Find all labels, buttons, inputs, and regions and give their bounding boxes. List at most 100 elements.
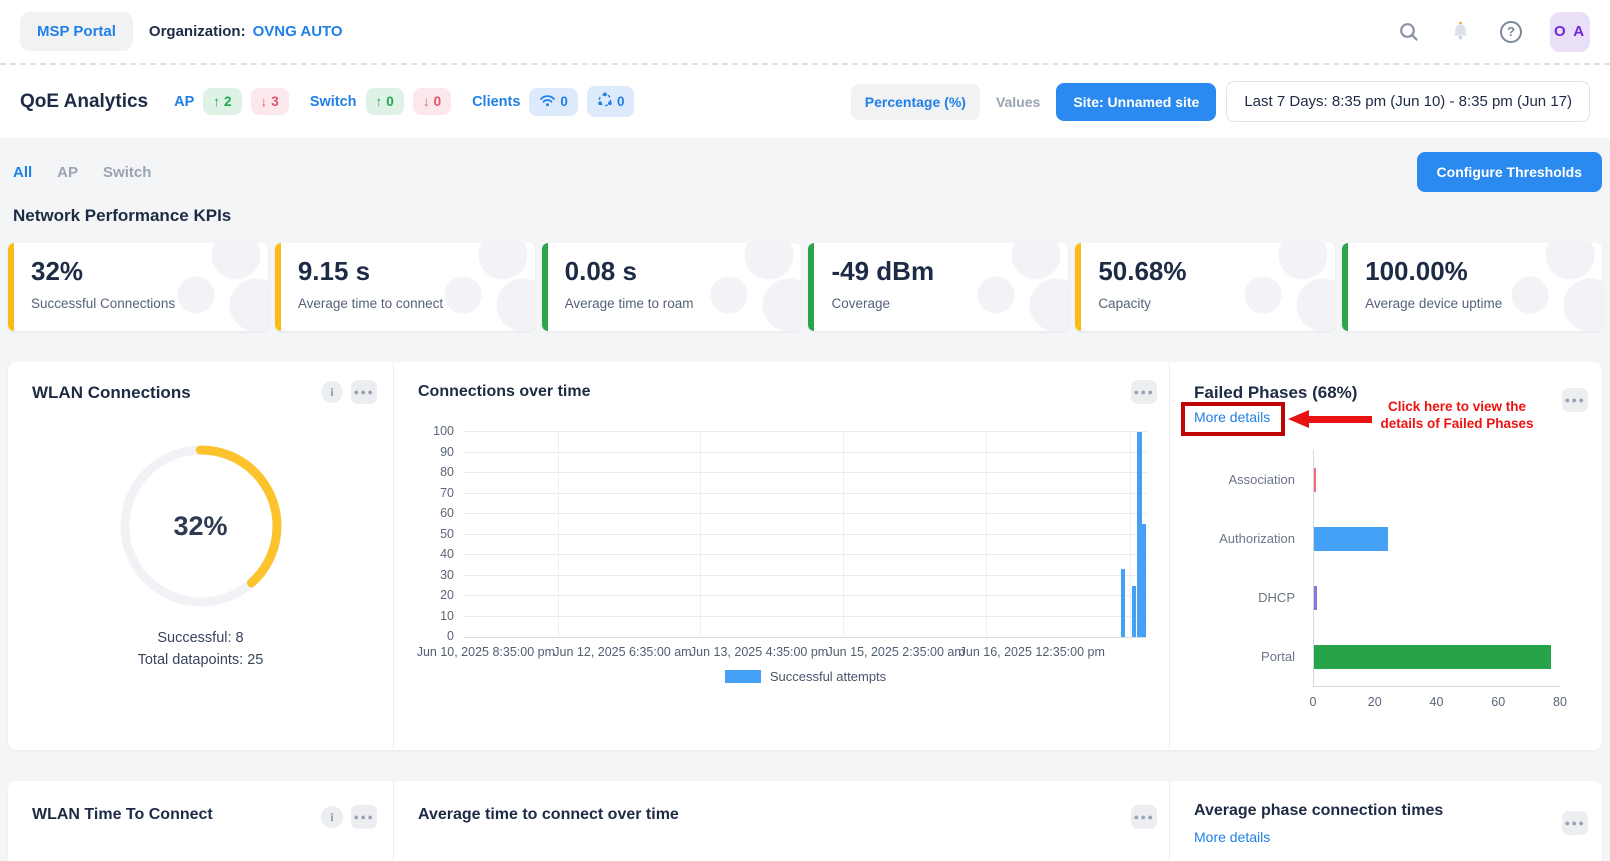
y-tick-label: 30 — [440, 567, 454, 582]
ellipsis-menu-icon[interactable]: ●●● — [1562, 388, 1588, 412]
top-bar: MSP Portal Organization: OVNG AUTO ? O A — [0, 0, 1610, 65]
arrow-up-icon: ↑ — [213, 94, 221, 109]
fp-row-dhcp: DHCP — [1194, 568, 1560, 627]
toolbar-right: Percentage (%) Values Site: Unnamed site… — [850, 81, 1590, 122]
search-icon[interactable] — [1397, 20, 1421, 44]
ap-down-badge[interactable]: ↓ 3 — [250, 88, 289, 115]
switch-label[interactable]: Switch — [309, 93, 357, 110]
ap-up-badge[interactable]: ↑ 2 — [203, 88, 242, 115]
donut-stats: Successful: 8 Total datapoints: 25 — [8, 624, 393, 668]
kpi-accent-bar — [1342, 243, 1349, 331]
fp-category-label: Portal — [1261, 649, 1295, 664]
topbar-actions: ? O A — [1397, 11, 1590, 52]
y-tick-label: 60 — [440, 506, 454, 520]
gridline — [464, 574, 1147, 576]
clients-wifi-badge[interactable]: 0 — [529, 87, 578, 116]
card-actions: i ●●● — [321, 380, 377, 404]
kpi-decoration — [117, 243, 268, 331]
unit-toggle-values[interactable]: Values — [995, 93, 1041, 110]
annotation-highlight-box — [1181, 402, 1285, 436]
card-title: Average phase connection times — [1194, 802, 1444, 819]
fp-rows: Association Authorization DHCP Portal — [1194, 450, 1560, 687]
switch-up-badge[interactable]: ↑ 0 — [365, 88, 404, 115]
organization-name-link[interactable]: OVNG AUTO — [252, 23, 343, 40]
fp-x-tick-label: 80 — [1553, 695, 1567, 709]
fp-row-portal: Portal — [1194, 627, 1560, 686]
organization-label: Organization: — [148, 23, 246, 40]
organization-wrap: Organization: OVNG AUTO — [149, 23, 343, 40]
y-tick-label: 100 — [433, 424, 454, 438]
y-tick-label: 40 — [440, 547, 454, 561]
main-content: All AP Switch Configure Thresholds Netwo… — [0, 151, 1610, 861]
tab-all[interactable]: All — [13, 163, 33, 181]
gridline — [843, 432, 845, 637]
fp-bar-track — [1314, 467, 1560, 492]
arrow-down-icon: ↓ — [422, 94, 430, 109]
kpi-accent-bar — [808, 243, 815, 331]
info-icon[interactable]: i — [321, 381, 343, 403]
kpi-decoration — [384, 243, 535, 331]
kpi-label: Capacity — [1098, 296, 1151, 311]
ellipsis-menu-icon[interactable]: ●●● — [1131, 380, 1157, 404]
y-tick-label: 50 — [440, 526, 454, 541]
tab-switch[interactable]: Switch — [103, 163, 152, 181]
donut-center-label: 32% — [173, 510, 228, 541]
y-tick-label: 80 — [440, 465, 454, 479]
phase-times-more-details-link[interactable]: More details — [1194, 829, 1271, 845]
fp-bar-authorization — [1314, 526, 1388, 551]
gridline — [986, 432, 988, 637]
fp-row-association: Association — [1194, 450, 1560, 509]
help-icon[interactable]: ? — [1499, 20, 1523, 44]
gridline — [464, 533, 1147, 535]
ellipsis-menu-icon[interactable]: ●●● — [351, 380, 377, 404]
x-tick-label: Jun 15, 2025 2:35:00 am — [826, 645, 965, 659]
fp-bar-portal — [1314, 644, 1551, 669]
fp-bar-association — [1314, 467, 1316, 492]
gridline — [464, 492, 1147, 494]
msp-portal-button[interactable]: MSP Portal — [20, 12, 133, 51]
ellipsis-menu-icon[interactable]: ●●● — [1562, 811, 1588, 835]
charts-panel: WLAN Connections i ●●● 32% Successful: 8… — [8, 362, 1602, 750]
notifications-bell-icon[interactable] — [1448, 20, 1472, 44]
kpi-label: Average device uptime — [1365, 296, 1503, 311]
kpi-label: Coverage — [831, 296, 891, 311]
fp-x-tick-label: 20 — [1367, 695, 1382, 709]
kpi-card-capacity: 50.68% Capacity — [1075, 243, 1336, 331]
ellipsis-menu-icon[interactable]: ●●● — [1131, 805, 1157, 829]
y-tick-label: 0 — [447, 629, 454, 643]
card-actions: ●●● — [1562, 811, 1588, 835]
clients-label[interactable]: Clients — [472, 93, 521, 110]
ap-label[interactable]: AP — [174, 93, 195, 110]
fp-x-tick-label: 40 — [1429, 695, 1444, 709]
successful-count: Successful: 8 — [157, 630, 244, 646]
bottom-charts-panel: WLAN Time To Connect i ●●● Average time … — [8, 781, 1602, 861]
kpi-value: 32% — [31, 256, 84, 286]
ellipsis-menu-icon[interactable]: ●●● — [351, 805, 377, 829]
kpi-card-avg-time-to-connect: 9.15 s Average time to connect — [274, 243, 535, 331]
x-tick-label: Jun 12, 2025 6:35:00 am — [553, 645, 692, 659]
tab-ap[interactable]: AP — [57, 163, 79, 181]
x-tick-label: Jun 16, 2025 12:35:00 pm — [959, 645, 1105, 659]
kpi-value: 100.00% — [1365, 256, 1468, 286]
fp-category-label: Authorization — [1219, 531, 1295, 546]
cot-plot: 0 10 20 30 40 50 60 70 80 90 100 Jun 10, 2025 8:35:… — [417, 424, 1147, 659]
site-selector-button[interactable]: Site: Unnamed site — [1056, 82, 1217, 121]
gridline — [699, 432, 701, 637]
tabs-row: All AP Switch Configure Thresholds — [8, 151, 1602, 193]
fp-bar-track — [1314, 585, 1560, 610]
gridline — [464, 595, 1147, 596]
date-range-picker[interactable]: Last 7 Days: 8:35 pm (Jun 10) - 8:35 pm … — [1226, 81, 1590, 122]
clients-mesh-badge[interactable]: 0 — [586, 86, 635, 117]
info-icon[interactable]: i — [321, 806, 343, 828]
avatar[interactable]: O A — [1550, 11, 1590, 52]
legend-label: Successful attempts — [769, 669, 887, 684]
kpi-card-coverage: -49 dBm Coverage — [808, 243, 1069, 331]
kpi-card-successful-connections: 32% Successful Connections — [8, 243, 268, 331]
cot-legend: Successful attempts — [464, 669, 1147, 684]
configure-thresholds-button[interactable]: Configure Thresholds — [1416, 152, 1602, 192]
card-actions: ●●● — [1562, 388, 1588, 412]
failed-phases-more-details-link[interactable]: More details — [1194, 409, 1271, 425]
switch-down-badge[interactable]: ↓ 0 — [412, 88, 452, 115]
gridline — [464, 472, 1147, 473]
unit-toggle-percentage[interactable]: Percentage (%) — [850, 83, 980, 120]
